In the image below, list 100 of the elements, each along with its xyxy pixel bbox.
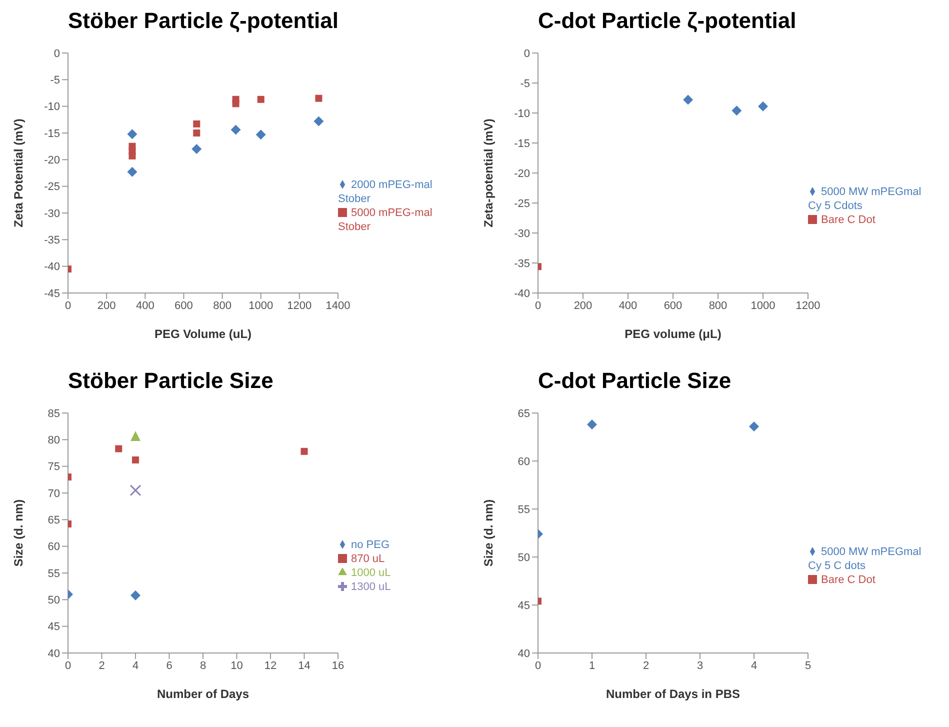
y-tick-label: 65 xyxy=(518,408,530,420)
x-tick-label: 3 xyxy=(696,660,704,672)
y-tick-label: -30 xyxy=(44,208,60,220)
chart-title: C-dot Particle Size xyxy=(538,368,732,395)
legend-label: 870 uL xyxy=(351,552,385,564)
y-tick-label: 60 xyxy=(518,456,530,468)
y-tick-label: -45 xyxy=(44,288,60,300)
legend-label: 1000 uL xyxy=(351,566,391,578)
y-tick-label: 55 xyxy=(518,504,530,516)
point xyxy=(127,166,138,177)
legend-label: 1300 uL xyxy=(351,580,391,592)
x-tick-label: 600 xyxy=(174,300,193,312)
y-tick-label: 40 xyxy=(518,648,530,660)
y-tick-label: -20 xyxy=(514,168,530,180)
point xyxy=(315,94,322,102)
point xyxy=(192,144,202,154)
x-tick-label: 14 xyxy=(298,660,310,672)
y-tick-label: 50 xyxy=(48,594,60,607)
x-tick-label: 1400 xyxy=(326,300,350,312)
y-tick-label: 55 xyxy=(48,568,60,580)
x-tick-label: 800 xyxy=(708,300,728,312)
x-tick-label: 1200 xyxy=(287,300,312,312)
x-tick-label: 1200 xyxy=(796,300,820,312)
y-tick-label: 45 xyxy=(48,621,60,634)
x-tick-label: 0 xyxy=(64,660,72,672)
x-tick-label: 400 xyxy=(136,300,154,312)
y-tick-label: -35 xyxy=(44,234,60,247)
point xyxy=(232,100,240,108)
legend-label: no PEG xyxy=(351,538,390,550)
y-tick-label: 0 xyxy=(524,48,530,60)
x-tick-label: 16 xyxy=(332,660,344,672)
x-tick-label: 12 xyxy=(264,660,277,672)
x-tick-label: 800 xyxy=(213,300,232,312)
legend-label: Bare C Dot xyxy=(821,214,876,226)
x-tick-label: 0 xyxy=(534,300,542,312)
x-tick-label: 600 xyxy=(664,300,682,312)
point xyxy=(132,456,139,464)
x-axis-title: PEG Volume (uL) xyxy=(154,327,252,341)
x-tick-label: 6 xyxy=(166,660,172,672)
y-tick-label: -20 xyxy=(44,154,60,167)
x-tick-label: 0 xyxy=(534,660,542,672)
point xyxy=(587,420,597,430)
point xyxy=(230,124,241,135)
chart-title: C-dot Particle ζ-potential xyxy=(538,8,796,35)
y-axis-title: Size (d. nm) xyxy=(481,499,496,567)
y-tick-label: 80 xyxy=(48,434,60,447)
x-axis-title: Number of Days in PBS xyxy=(606,687,740,701)
legend-label: 5000 MW mPEGmal Cy 5 C dots xyxy=(808,546,922,572)
legend-label: Bare C Dot xyxy=(821,574,876,586)
point xyxy=(732,106,742,116)
y-tick-label: 70 xyxy=(48,488,60,500)
x-axis-title: PEG volume (μL) xyxy=(624,327,722,341)
x-tick-label: 4 xyxy=(132,660,139,672)
point xyxy=(683,94,694,105)
y-tick-label: -40 xyxy=(44,261,60,274)
legend-label: 5000 MW mPEGmal Cy 5 Cdots xyxy=(808,186,922,212)
y-axis-title: Zeta-potential (mV) xyxy=(481,118,496,228)
y-axis-title: Zeta Potential (mV) xyxy=(11,118,26,228)
y-tick-label: 50 xyxy=(518,552,530,564)
point xyxy=(130,431,140,441)
y-tick-label: -10 xyxy=(44,101,60,114)
point xyxy=(749,421,759,432)
y-tick-label: 45 xyxy=(518,600,530,612)
point xyxy=(758,101,768,112)
y-tick-label: -25 xyxy=(44,181,60,194)
y-tick-label: -25 xyxy=(514,198,530,210)
y-tick-label: 60 xyxy=(48,541,60,554)
y-tick-label: -15 xyxy=(514,138,530,150)
point xyxy=(130,484,142,496)
y-tick-label: -10 xyxy=(514,108,530,120)
y-tick-label: 0 xyxy=(54,48,60,60)
legend-label: 2000 mPEG-mal Stober xyxy=(338,178,432,204)
legend-label: 5000 mPEG-mal Stober xyxy=(338,206,432,232)
x-tick-label: 2 xyxy=(98,660,105,672)
chart-title: Stöber Particle Size xyxy=(68,368,274,395)
y-axis-title: Size (d. nm) xyxy=(11,499,26,567)
x-tick-label: 8 xyxy=(200,660,206,672)
y-tick-label: -35 xyxy=(514,258,530,270)
chart-title: Stöber Particle ζ-potential xyxy=(68,8,339,35)
y-tick-label: 65 xyxy=(48,514,60,527)
y-tick-label: 75 xyxy=(48,461,60,474)
point xyxy=(128,152,136,160)
point xyxy=(256,130,266,140)
point xyxy=(314,116,324,126)
x-tick-label: 1000 xyxy=(750,300,776,312)
x-axis-title: Number of Days xyxy=(156,687,250,701)
point xyxy=(115,445,122,452)
y-tick-label: 40 xyxy=(48,648,60,660)
y-tick-label: -15 xyxy=(44,128,60,140)
point xyxy=(127,129,138,140)
x-tick-label: 1000 xyxy=(248,300,274,312)
y-tick-label: -40 xyxy=(514,288,530,300)
y-tick-label: 85 xyxy=(48,408,60,420)
y-tick-label: -5 xyxy=(50,74,60,87)
x-tick-label: 0 xyxy=(64,300,72,312)
x-tick-label: 1 xyxy=(588,660,596,672)
point xyxy=(193,120,200,128)
x-tick-label: 2 xyxy=(642,660,650,672)
y-tick-label: -30 xyxy=(514,228,530,240)
point xyxy=(257,96,264,103)
